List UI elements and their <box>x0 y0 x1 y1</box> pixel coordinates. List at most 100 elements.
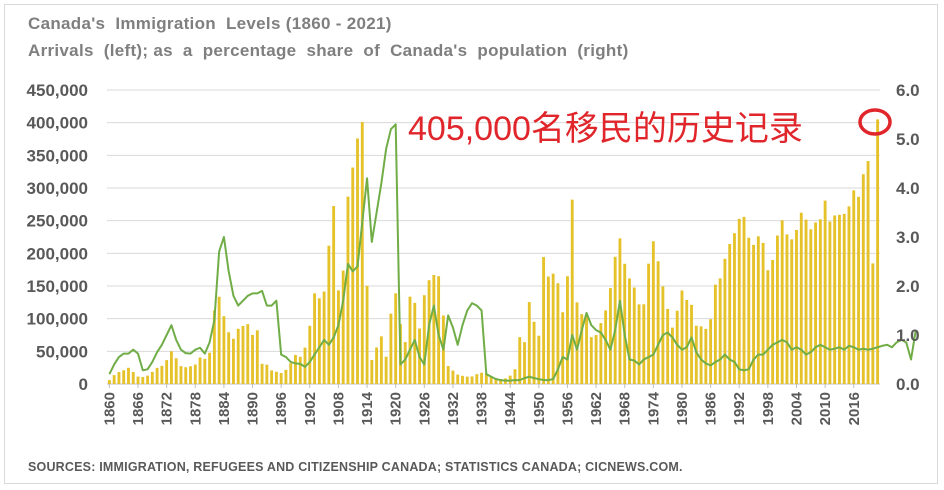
arrivals-bar <box>656 261 660 384</box>
arrivals-bar <box>475 374 479 384</box>
arrivals-bar <box>227 332 231 384</box>
arrivals-bar <box>112 375 116 384</box>
arrivals-bar <box>198 357 202 384</box>
arrivals-bar <box>608 288 612 384</box>
x-tick-label: 1974 <box>645 391 662 425</box>
x-tick-label: 1890 <box>245 392 262 425</box>
arrivals-bar <box>289 363 293 384</box>
arrivals-bar <box>756 236 760 384</box>
arrivals-bar <box>690 304 693 384</box>
arrivals-bar <box>647 263 651 384</box>
arrivals-bar <box>604 310 608 384</box>
arrivals-bar <box>804 219 808 384</box>
arrivals-bar <box>857 196 860 384</box>
arrivals-bar <box>174 358 178 384</box>
arrivals-bar <box>117 372 121 384</box>
arrivals-bar <box>623 263 627 384</box>
chart-subtitle: Arrivals (left); as a percentage share o… <box>28 41 629 60</box>
arrivals-bar <box>704 328 708 384</box>
arrivals-bar <box>599 323 603 384</box>
arrivals-bar <box>718 278 722 384</box>
arrivals-bar <box>389 313 393 384</box>
arrivals-bar <box>742 216 746 384</box>
arrivals-bar <box>761 242 765 384</box>
right-tick-label: 3.0 <box>896 228 920 247</box>
x-tick-label: 1962 <box>588 392 605 425</box>
x-tick-label: 1938 <box>474 392 491 425</box>
right-tick-label: 5.0 <box>896 130 920 149</box>
arrivals-bar <box>861 174 865 384</box>
x-tick-label: 1884 <box>216 391 233 425</box>
arrivals-bar <box>379 336 383 384</box>
arrivals-bar <box>384 356 388 384</box>
arrivals-bar <box>332 206 336 384</box>
arrivals-bar <box>141 377 145 384</box>
x-tick-label: 1878 <box>187 392 204 425</box>
x-tick-label: 1956 <box>559 392 576 425</box>
arrivals-bar <box>799 212 803 384</box>
arrivals-bar <box>217 296 221 384</box>
left-tick-label: 50,000 <box>36 342 88 361</box>
arrivals-bar <box>671 327 674 384</box>
arrivals-bar <box>713 284 717 384</box>
x-tick-label: 1920 <box>388 392 405 425</box>
arrivals-bar <box>527 302 531 384</box>
right-tick-label: 0.0 <box>896 375 920 394</box>
left-tick-label: 400,000 <box>27 114 88 133</box>
arrivals-bar <box>107 380 111 384</box>
arrivals-bars <box>107 119 880 385</box>
arrivals-bar <box>499 379 503 384</box>
arrivals-bar <box>351 167 355 384</box>
arrivals-bar <box>317 298 321 384</box>
arrivals-bar <box>828 221 832 384</box>
x-tick-label: 1896 <box>273 392 290 425</box>
x-tick-label: 1866 <box>130 392 147 425</box>
arrivals-bar <box>294 354 297 384</box>
arrivals-bar <box>852 190 856 384</box>
arrivals-bar <box>432 275 436 384</box>
left-tick-label: 350,000 <box>27 146 88 165</box>
arrivals-bar <box>360 122 364 384</box>
arrivals-bar <box>446 366 450 384</box>
x-tick-label: 1980 <box>674 392 691 425</box>
arrivals-bar <box>480 372 484 384</box>
arrivals-bar <box>723 258 727 384</box>
arrivals-bar <box>752 244 755 384</box>
arrivals-bar <box>632 287 636 384</box>
arrivals-bar <box>785 234 789 384</box>
x-tick-label: 1986 <box>703 392 720 425</box>
arrivals-bar <box>823 200 827 384</box>
arrivals-bar <box>780 220 784 384</box>
arrivals-bar <box>637 304 641 384</box>
arrivals-bar <box>150 371 154 384</box>
arrivals-bar <box>699 326 703 384</box>
arrivals-bar <box>866 161 870 384</box>
arrivals-bar <box>456 374 460 384</box>
arrivals-bar <box>179 366 183 384</box>
arrivals-bar <box>876 119 880 385</box>
arrivals-bar <box>313 293 316 384</box>
record-highlight-circle <box>858 108 892 136</box>
arrivals-bar <box>532 321 536 384</box>
arrivals-bar <box>566 276 569 384</box>
arrivals-bar <box>818 219 822 384</box>
x-tick-label: 1902 <box>302 392 319 425</box>
right-axis-ticks: 0.0 1.0 2.0 3.0 4.0 5.0 6.0 <box>896 81 920 394</box>
arrivals-bar <box>165 360 169 384</box>
left-tick-label: 250,000 <box>27 212 88 231</box>
arrivals-bar <box>193 364 197 384</box>
arrivals-bar <box>265 364 269 384</box>
population-share-line <box>108 123 917 382</box>
arrivals-bar <box>575 302 579 384</box>
arrivals-bar <box>628 278 631 384</box>
arrivals-bar <box>127 367 130 384</box>
arrivals-bar <box>737 218 741 384</box>
arrivals-bar <box>594 335 598 384</box>
arrivals-bar <box>461 375 464 384</box>
arrivals-bar <box>241 325 245 384</box>
arrivals-bar <box>403 342 407 384</box>
right-tick-label: 2.0 <box>896 277 920 296</box>
x-tick-label: 2004 <box>788 391 805 425</box>
arrivals-bar <box>274 371 278 384</box>
arrivals-bar <box>775 235 779 384</box>
